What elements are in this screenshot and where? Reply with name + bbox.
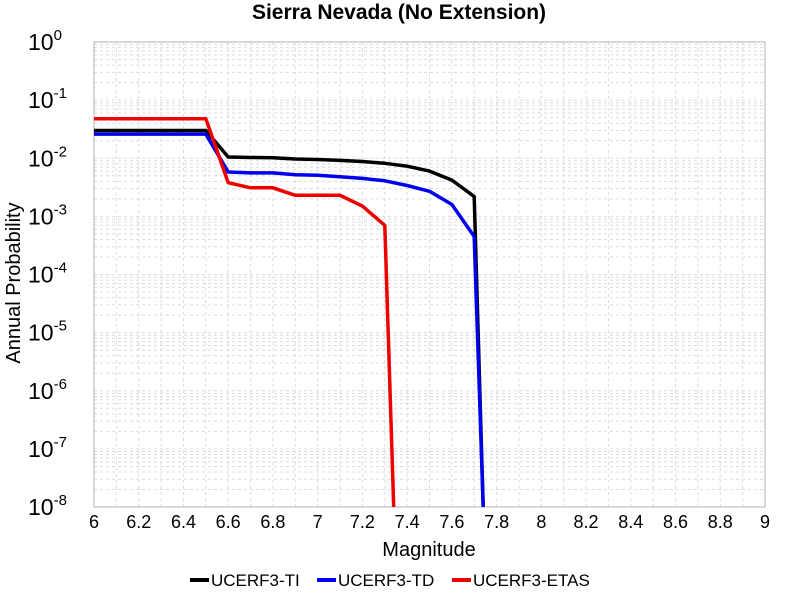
x-tick-label: 8.6 bbox=[663, 512, 688, 532]
y-tick-label: 10-4 bbox=[28, 260, 67, 288]
series-line-ucerf3-ti bbox=[94, 128, 485, 507]
y-tick-label: 10-8 bbox=[28, 492, 67, 520]
x-axis-label: Magnitude bbox=[382, 539, 475, 561]
y-tick-label: 10-6 bbox=[28, 376, 67, 404]
x-tick-label: 6.8 bbox=[260, 512, 285, 532]
x-tick-label: 8.2 bbox=[574, 512, 599, 532]
y-tick-label: 10-5 bbox=[28, 318, 67, 346]
gridlines bbox=[93, 42, 766, 508]
y-tick-label: 100 bbox=[28, 27, 62, 55]
x-tick-label: 7.4 bbox=[395, 512, 420, 532]
x-tick-label: 7.2 bbox=[350, 512, 375, 532]
x-axis-ticks: 6 6.2 6.4 6.6 6.8 7 7.2 7.4 7.6 7.8 8 8.2 8.4 8.6 8.8 9 bbox=[89, 512, 770, 532]
y-tick-label: 10-7 bbox=[28, 434, 67, 462]
x-tick-label: 8.4 bbox=[618, 512, 643, 532]
y-tick-label: 10-3 bbox=[28, 201, 67, 229]
x-tick-label: 7 bbox=[313, 512, 323, 532]
x-tick-label: 9 bbox=[760, 512, 770, 532]
legend: UCERF3-TI UCERF3-TD UCERF3-ETAS bbox=[190, 571, 590, 590]
x-tick-label: 6.2 bbox=[126, 512, 151, 532]
legend-label: UCERF3-TI bbox=[211, 571, 300, 590]
y-axis-label: Annual Probability bbox=[3, 202, 25, 363]
series-line-ucerf3-td bbox=[94, 132, 485, 507]
chart-title: Sierra Nevada (No Extension) bbox=[252, 1, 546, 24]
legend-label: UCERF3-ETAS bbox=[473, 571, 590, 590]
series-layer bbox=[94, 116, 485, 507]
x-tick-label: 6.4 bbox=[171, 512, 196, 532]
legend-label: UCERF3-TD bbox=[338, 571, 434, 590]
series-line-ucerf3-etas bbox=[94, 116, 396, 507]
plot-border bbox=[93, 41, 766, 508]
x-tick-label: 6.6 bbox=[216, 512, 241, 532]
x-tick-label: 7.8 bbox=[484, 512, 509, 532]
y-axis-ticks: 10-8 10-7 10-6 10-5 10-4 10-3 10-2 10-1 100 bbox=[28, 27, 67, 520]
x-tick-label: 7.6 bbox=[439, 512, 464, 532]
x-tick-label: 8 bbox=[536, 512, 546, 532]
x-tick-label: 6 bbox=[89, 512, 99, 532]
y-tick-label: 10-2 bbox=[28, 143, 67, 171]
y-tick-label: 10-1 bbox=[28, 85, 67, 113]
x-tick-label: 8.8 bbox=[708, 512, 733, 532]
